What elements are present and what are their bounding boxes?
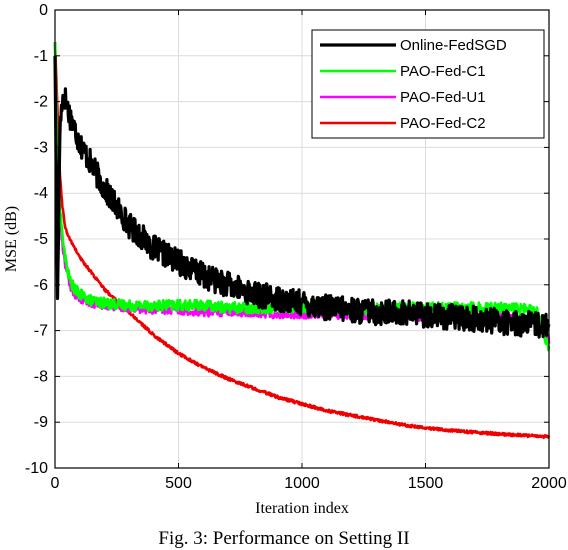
y-axis-label: MSE (dB) (3, 206, 20, 272)
x-tick-label: 0 (51, 475, 60, 492)
y-tick-label: -2 (34, 94, 48, 111)
legend-box (311, 29, 545, 139)
legend-label: PAO-Fed-C2 (400, 115, 486, 132)
series-lines (53, 42, 551, 440)
legend-label: PAO-Fed-C1 (400, 63, 486, 80)
y-tick-label: -3 (34, 139, 48, 156)
series-line-3 (53, 42, 551, 440)
figure-caption: Fig. 3: Performance on Setting II (158, 528, 410, 549)
legend-label: PAO-Fed-U1 (400, 89, 486, 106)
x-tick-label: 1000 (284, 475, 320, 492)
mse-line-chart: 0 500 1000 1500 2000 0 -1 -2 -3 -4 -5 -6 -7 -8 -9 -10 I… (3, 2, 567, 517)
y-tick-label: -5 (34, 231, 48, 248)
x-axis-label: Iteration index (255, 500, 349, 517)
legend-label: Online-FedSGD (400, 37, 507, 54)
axis-ticks: 0 500 1000 1500 2000 0 -1 -2 -3 -4 -5 -6 -7 -8 -9 -10 (25, 2, 567, 492)
y-tick-label: -6 (34, 277, 48, 294)
y-tick-label: 0 (39, 2, 48, 19)
y-tick-label: -9 (34, 414, 48, 431)
x-tick-label: 500 (165, 475, 192, 492)
y-tick-label: -10 (25, 460, 48, 477)
y-tick-label: -1 (34, 48, 48, 65)
x-tick-label: 2000 (531, 475, 567, 492)
y-tick-label: -8 (34, 368, 48, 385)
legend: Online-FedSGD PAO-Fed-C1 PAO-Fed-U1 PAO-Fed… (311, 29, 545, 139)
y-tick-label: -7 (34, 323, 48, 340)
series-line-0 (53, 55, 551, 339)
x-tick-label: 1500 (408, 475, 444, 492)
y-tick-label: -4 (34, 185, 48, 202)
